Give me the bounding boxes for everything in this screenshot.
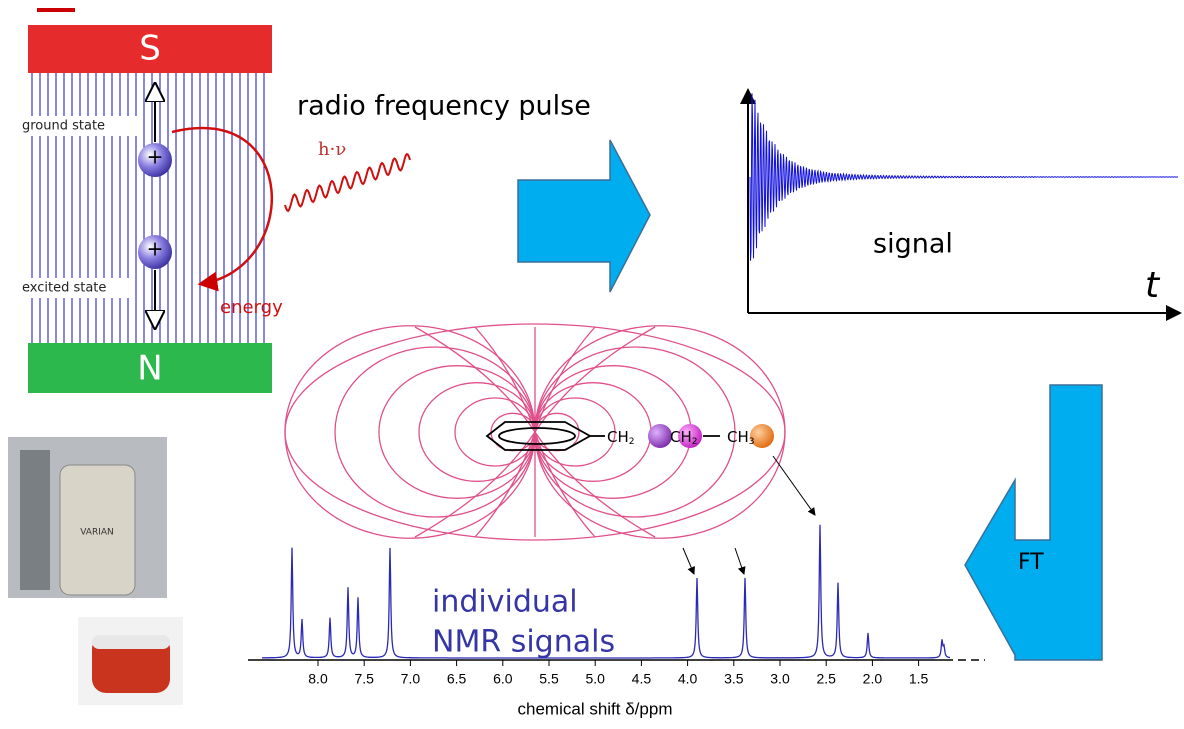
photon-wave xyxy=(284,152,411,213)
pulse-arrow xyxy=(517,139,651,293)
tick-label: 1.5 xyxy=(909,671,929,687)
fid-signal xyxy=(749,93,1178,261)
pointer-arrow xyxy=(772,455,816,516)
tick-label: 5.0 xyxy=(585,671,605,687)
north-label: N xyxy=(137,349,162,389)
group-label: CH2 xyxy=(670,428,698,447)
group-label: CH3 xyxy=(727,428,755,447)
spectrum-trace xyxy=(262,524,950,659)
field-line xyxy=(534,431,656,538)
tick-label: 4.5 xyxy=(632,671,652,687)
instrument-photo: VARIAN xyxy=(8,437,167,598)
tick-label: 2.0 xyxy=(863,671,883,687)
tick-label: 3.0 xyxy=(770,671,790,687)
field-line xyxy=(414,326,536,433)
group-label: CH2 xyxy=(607,428,635,447)
magnet-body xyxy=(59,464,136,596)
accent-bar xyxy=(37,8,75,12)
benchtop-photo xyxy=(78,617,183,705)
instrument-label: VARIAN xyxy=(80,528,114,538)
field-line xyxy=(534,397,616,467)
field-line xyxy=(474,431,536,538)
tick-label: 6.0 xyxy=(493,671,513,687)
annotation: individual xyxy=(432,585,578,620)
label-bg xyxy=(20,278,132,298)
tick-label: 5.5 xyxy=(539,671,559,687)
charge: + xyxy=(147,145,164,169)
field-line xyxy=(534,346,736,518)
ring-inner xyxy=(498,427,576,445)
tick-label: 4.0 xyxy=(678,671,698,687)
tick-label: 6.5 xyxy=(447,671,467,687)
pulse-label: radio frequency pulse xyxy=(297,91,591,122)
magnetic-field xyxy=(284,323,786,541)
field-line xyxy=(454,397,536,467)
field-line xyxy=(414,431,536,538)
spin xyxy=(138,143,172,177)
ft-label: FT xyxy=(1018,550,1044,575)
charge: + xyxy=(147,237,164,261)
field-line xyxy=(474,326,536,433)
energy-arrow xyxy=(171,126,274,292)
north-pole xyxy=(28,343,272,393)
tick-label: 2.5 xyxy=(816,671,836,687)
excited-state-label: excited state xyxy=(22,281,106,296)
fid-label: signal xyxy=(873,229,953,260)
south-label: S xyxy=(139,29,161,69)
field-line xyxy=(534,326,596,433)
pointer-arrow xyxy=(734,547,746,575)
tick-label: 3.5 xyxy=(724,671,744,687)
pointer-arrow xyxy=(682,547,695,575)
field-line xyxy=(418,382,536,482)
ft-arrow xyxy=(964,384,1103,661)
rack xyxy=(20,450,50,590)
label-bg xyxy=(20,116,138,136)
spin xyxy=(138,235,172,269)
atom xyxy=(678,424,702,448)
energy-label: energy xyxy=(220,297,283,318)
tick-label: 8.0 xyxy=(308,671,328,687)
field-line xyxy=(534,382,652,482)
field-line xyxy=(534,326,656,433)
annotation: NMR signals xyxy=(432,625,615,660)
device-top xyxy=(92,635,170,649)
spectrum-axis-label: chemical shift δ/ppm xyxy=(518,699,673,718)
magnet-panel: S N ground state excited state + + energ… xyxy=(20,25,283,393)
field-line xyxy=(284,325,536,539)
fid-axis-label: t xyxy=(1145,265,1161,306)
device xyxy=(92,635,170,693)
tick-label: 7.5 xyxy=(354,671,374,687)
atom xyxy=(648,424,672,448)
ground-state-label: ground state xyxy=(22,119,105,134)
atom xyxy=(750,424,774,448)
tick-label: 7.0 xyxy=(401,671,421,687)
south-pole xyxy=(28,25,272,73)
field-line xyxy=(534,431,596,538)
photon-label: h·ν xyxy=(318,139,346,160)
